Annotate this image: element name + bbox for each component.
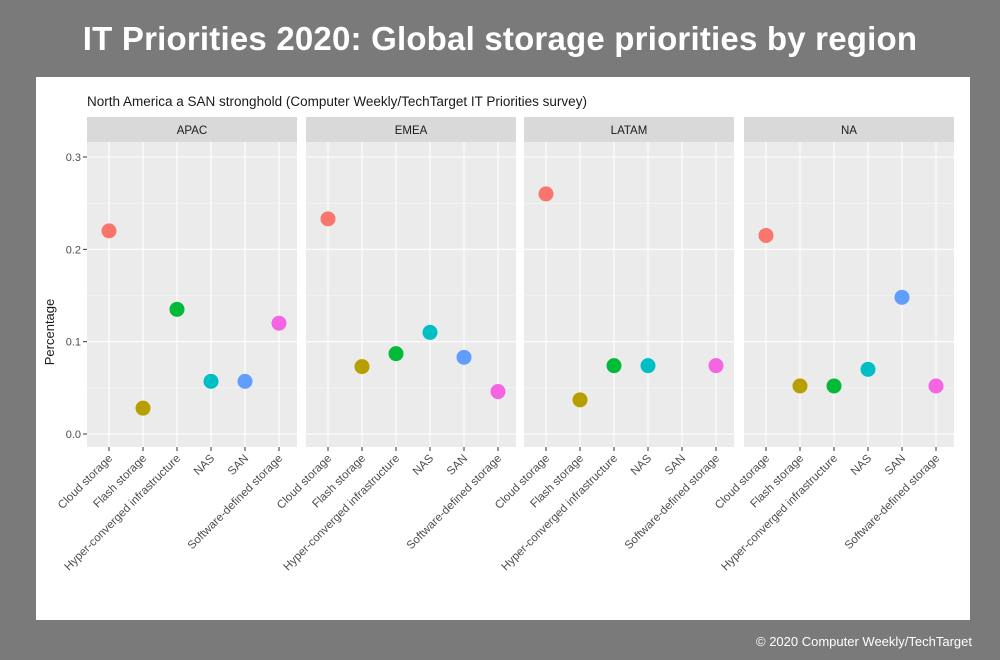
data-point-apac-nas — [203, 373, 219, 389]
page-title: IT Priorities 2020: Global storage prior… — [82, 20, 918, 57]
y-tick-label: 0.1 — [66, 337, 81, 349]
faceted-scatter-chart: North America a SAN stronghold (Computer… — [42, 94, 954, 573]
facet-label: LATAM — [611, 125, 648, 137]
y-tick-label: 0.3 — [66, 152, 81, 164]
facet-plot-area — [306, 142, 516, 447]
x-tick-label: SAN — [445, 453, 470, 478]
data-point-emea-flash-storage — [354, 359, 370, 375]
y-tick-label: 0.2 — [66, 244, 81, 256]
copyright-notice: © 2020 Computer Weekly/TechTarget — [756, 634, 972, 649]
x-tick-label: NAS — [629, 452, 654, 477]
facet-plot-area — [524, 142, 734, 447]
data-point-apac-flash-storage — [135, 400, 151, 416]
data-point-emea-nas — [422, 324, 438, 340]
chart-panel: North America a SAN stronghold (Computer… — [36, 77, 970, 620]
data-point-apac-cloud-storage — [101, 223, 117, 239]
data-point-latam-hyper-converged-infrastructure — [606, 358, 622, 374]
y-tick-label: 0.0 — [66, 429, 81, 441]
data-point-na-hyper-converged-infrastructure — [826, 378, 842, 394]
x-tick-label: SAN — [883, 453, 908, 478]
data-point-na-cloud-storage — [758, 227, 774, 243]
data-point-latam-nas — [640, 358, 656, 374]
data-point-na-san — [894, 289, 910, 305]
x-tick-label: NAS — [849, 452, 874, 477]
data-point-emea-cloud-storage — [320, 211, 336, 227]
data-point-apac-san — [237, 373, 253, 389]
data-point-apac-software-defined-storage — [271, 315, 287, 331]
facet-label: APAC — [177, 125, 207, 137]
facet-strip-na — [744, 117, 954, 142]
facet-plot-area — [87, 142, 297, 447]
y-axis-label: Percentage — [42, 299, 57, 366]
x-tick-label: NAS — [192, 452, 217, 477]
data-point-na-nas — [860, 361, 876, 377]
facet-plot-area — [744, 142, 954, 447]
chart-subtitle: North America a SAN stronghold (Computer… — [87, 94, 587, 109]
data-point-na-flash-storage — [792, 378, 808, 394]
data-point-latam-cloud-storage — [538, 186, 554, 202]
x-tick-label: SAN — [663, 453, 688, 478]
data-point-latam-software-defined-storage — [708, 358, 724, 374]
x-tick-label: NAS — [411, 452, 436, 477]
facet-strip-emea — [306, 117, 516, 142]
data-point-apac-hyper-converged-infrastructure — [169, 301, 185, 317]
x-tick-label: SAN — [226, 453, 251, 478]
facet-label: EMEA — [395, 125, 428, 137]
data-point-emea-hyper-converged-infrastructure — [388, 346, 404, 362]
facet-strip-apac — [87, 117, 297, 142]
facet-label: NA — [841, 125, 857, 137]
data-point-latam-flash-storage — [572, 392, 588, 408]
facet-strip-latam — [524, 117, 734, 142]
data-point-emea-software-defined-storage — [490, 384, 506, 400]
data-point-emea-san — [456, 349, 472, 365]
data-point-na-software-defined-storage — [928, 378, 944, 394]
